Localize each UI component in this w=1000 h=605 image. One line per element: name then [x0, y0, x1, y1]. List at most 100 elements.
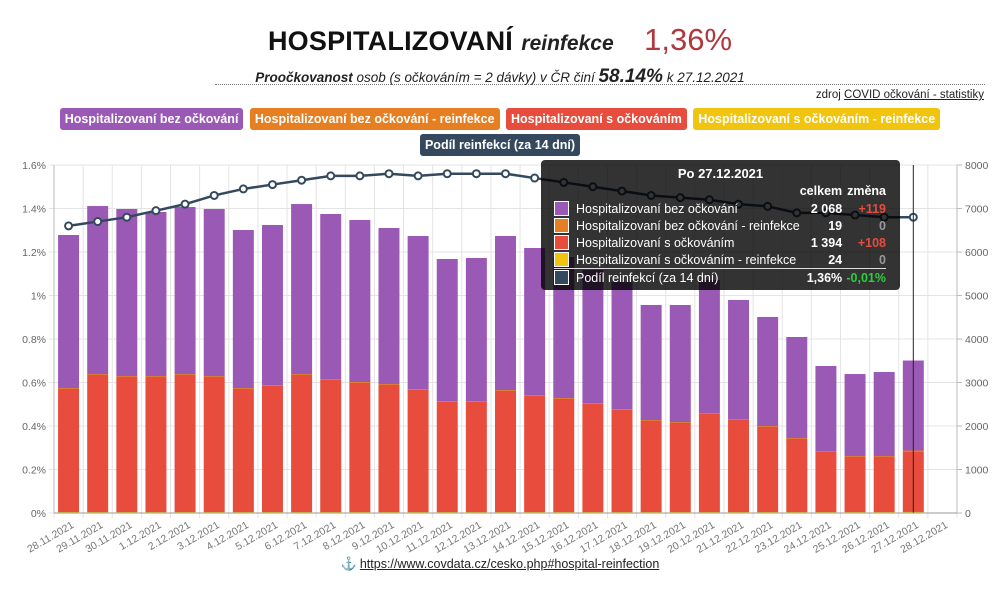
line-point	[238, 184, 248, 194]
y-right-tick-label: 3000	[965, 378, 989, 390]
source-prefix: zdroj	[815, 89, 845, 101]
y-left-tick-label: 0.8%	[22, 334, 46, 346]
bar-segment	[669, 422, 691, 513]
y-right-tick-label: 1000	[965, 465, 989, 477]
bar-segment	[757, 316, 779, 427]
bar-segment	[145, 211, 167, 377]
bar-segment	[553, 511, 575, 513]
bar-segment	[465, 400, 487, 402]
y-left-tick-label: 0.2%	[22, 465, 46, 477]
bar-segment	[232, 388, 254, 513]
bar-segment	[378, 511, 400, 513]
bar-segment	[728, 419, 750, 513]
swatch-icon	[554, 218, 569, 233]
title-value: 1,36%	[644, 22, 733, 57]
subtitle-date: k 27.12.2021	[662, 70, 745, 85]
bar-segment	[87, 375, 109, 513]
line-point	[209, 190, 219, 200]
bar-segment	[320, 511, 342, 513]
bar-segment	[291, 373, 313, 376]
tooltip-row-total: 1 394	[810, 235, 843, 250]
y-right-tick-label: 5000	[965, 291, 989, 303]
line-point	[122, 212, 132, 222]
bar-segment	[261, 384, 283, 386]
bar-segment	[203, 377, 225, 513]
bar-segment	[407, 235, 429, 390]
tooltip-row-total: 24	[828, 252, 843, 267]
tooltip-row: Hospitalizovaní bez očkování - reinfekce…	[554, 217, 886, 234]
line-point	[355, 171, 365, 181]
bar-segment	[757, 511, 779, 513]
y-right-tick-label: 8000	[965, 160, 989, 172]
bar-segment	[116, 511, 138, 513]
line-point	[501, 169, 510, 179]
bar-segment	[873, 372, 895, 457]
tooltip-row-label: Podíl reinfekcí (za 14 dní)	[576, 271, 719, 285]
legend-item-bez-ockovani-reinfekce[interactable]: Hospitalizovaní bez očkování - reinfekce	[249, 108, 500, 130]
bar-segment	[87, 373, 109, 376]
bar-segment	[553, 257, 575, 399]
tooltip: Po 27.12.2021 celkem změna Hospitalizova…	[541, 160, 900, 290]
line-point	[64, 221, 74, 231]
bar-segment	[815, 366, 837, 452]
bar-segment	[378, 383, 400, 385]
bar-segment	[873, 455, 895, 458]
bar-segment	[320, 213, 342, 380]
bar-segment	[87, 206, 109, 375]
bar-segment	[465, 258, 487, 402]
tooltip-title: Po 27.12.2021	[677, 166, 764, 181]
y-right-tick-label: 0	[965, 508, 971, 520]
divider	[215, 84, 985, 85]
y-left-tick-label: 1%	[31, 291, 46, 303]
tooltip-row-change: 0	[879, 218, 886, 233]
tooltip-row-label: Hospitalizovaní bez očkování - reinfekce	[576, 219, 800, 233]
bar-segment	[640, 304, 662, 421]
bar-segment	[116, 375, 138, 378]
line-point	[530, 173, 540, 183]
title-sub: reinfekce	[521, 32, 614, 55]
line-point	[384, 169, 394, 179]
bar-segment	[844, 455, 866, 458]
bar-segment	[844, 457, 866, 513]
source: zdroj COVID očkování - statistiky	[816, 89, 984, 101]
permalink[interactable]: https://www.covdata.cz/cesko.php#hospita…	[359, 557, 660, 571]
y-right-tick-label: 6000	[965, 247, 989, 259]
swatch-icon	[554, 270, 569, 285]
bar-segment	[261, 511, 283, 513]
legend-item-s-ockovanim-reinfekce[interactable]: Hospitalizovaní s očkováním - reinfekce	[693, 108, 941, 130]
bar-segment	[145, 375, 167, 378]
line-point	[267, 180, 277, 190]
bar-segment	[582, 270, 604, 404]
legend-row-2: Podíl reinfekcí (za 14 dní)	[0, 134, 1000, 156]
bar-segment	[815, 511, 837, 513]
bar-segment	[320, 380, 342, 513]
bar-segment	[349, 381, 371, 383]
legend-item-podil-reinfekci[interactable]: Podíl reinfekcí (za 14 dní)	[419, 134, 581, 156]
bar-segment	[291, 511, 313, 513]
source-link[interactable]: COVID očkování - statistiky	[844, 89, 984, 101]
tooltip-row-label: Hospitalizovaní s očkováním - reinfekce	[576, 253, 797, 267]
bar-segment	[582, 511, 604, 513]
swatch-icon	[554, 235, 569, 250]
bar-segment	[844, 511, 866, 513]
bar-segment	[436, 401, 458, 513]
bar-segment	[669, 511, 691, 513]
bar-segment	[436, 511, 458, 513]
bar-segment	[786, 336, 808, 439]
bar-segment	[873, 511, 895, 513]
legend: Hospitalizovaní bez očkování Hospitalizo…	[0, 108, 1000, 130]
chart-title: HOSPITALIZOVANÍ reinfekce 1,36%	[0, 22, 1000, 58]
legend-item-bez-ockovani[interactable]: Hospitalizovaní bez očkování	[59, 108, 244, 130]
bar-segment	[116, 377, 138, 513]
tooltip-row: Hospitalizovaní s očkováním - reinfekce …	[554, 251, 886, 269]
bar-segment	[786, 437, 808, 440]
bar-segment	[815, 452, 837, 513]
line-point	[413, 171, 423, 181]
bar-segment	[728, 418, 750, 420]
legend-item-s-ockovanim[interactable]: Hospitalizovaní s očkováním	[505, 108, 687, 130]
bar-segment	[58, 388, 80, 513]
bar-segment	[349, 382, 371, 513]
tooltip-row-total: 2 068	[810, 201, 843, 216]
bar-segment	[232, 229, 254, 389]
